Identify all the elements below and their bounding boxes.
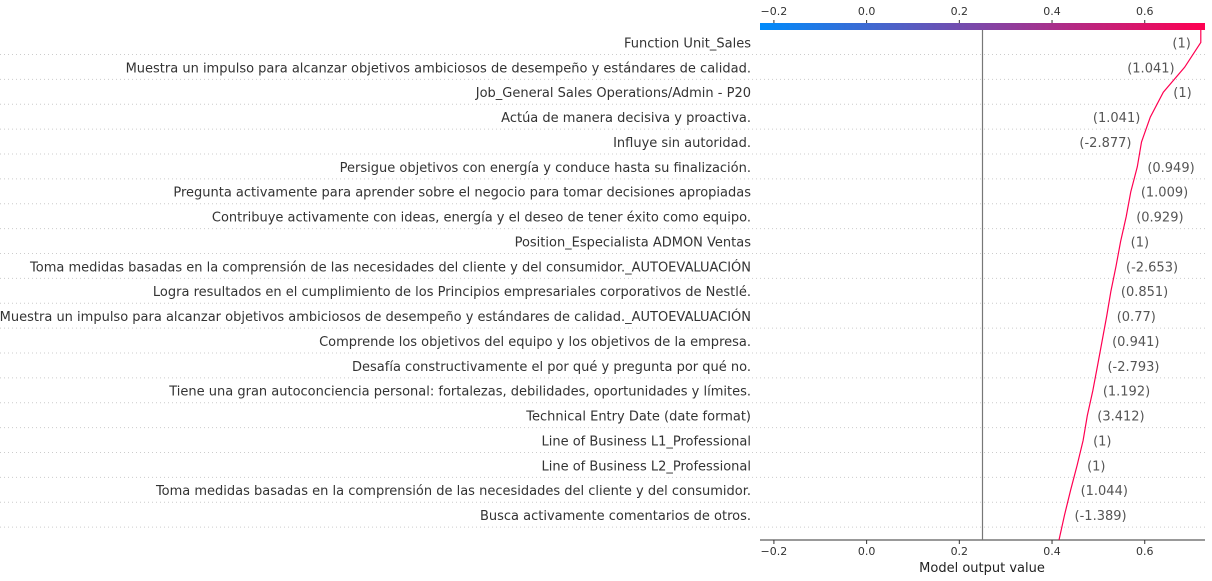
feature-label: Position_Especialista ADMON Ventas: [515, 235, 752, 250]
feature-label: Pregunta activamente para aprender sobre…: [173, 186, 751, 201]
feature-label: Desafía constructivamente el por qué y p…: [352, 360, 751, 375]
feature-label: Busca activamente comentarios de otros.: [480, 509, 751, 524]
feature-value-label: (1.041): [1127, 61, 1174, 76]
feature-label: Muestra un impulso para alcanzar objetiv…: [126, 61, 751, 76]
feature-labels: Function Unit_Sales Muestra un impulso pa…: [0, 36, 751, 524]
feature-label: Muestra un impulso para alcanzar objetiv…: [0, 309, 751, 325]
feature-label: Line of Business L2_Professional: [542, 459, 752, 474]
bottom-tick-label: 0.0: [858, 545, 876, 558]
top-tick-label: 0.6: [1136, 5, 1154, 18]
top-axis: −0.2 0.0 0.2 0.4 0.6: [761, 5, 1154, 23]
feature-value-label: (1.009): [1141, 186, 1188, 201]
feature-value-label: (-1.389): [1075, 509, 1127, 524]
feature-label: Job_General Sales Operations/Admin - P20: [475, 86, 751, 101]
colorbar: [760, 23, 1205, 30]
bottom-tick-label: 0.2: [951, 545, 969, 558]
feature-value-label: (-2.793): [1107, 360, 1159, 375]
top-tick-label: 0.4: [1043, 5, 1061, 18]
feature-value-label: (1): [1093, 434, 1111, 449]
feature-label: Logra resultados en el cumplimiento de l…: [153, 285, 751, 300]
feature-label: Actúa de manera decisiva y proactiva.: [501, 111, 751, 126]
feature-label: Influye sin autoridad.: [613, 136, 751, 151]
feature-value-label: (1.041): [1093, 111, 1140, 126]
feature-label: Contribuye activamente con ideas, energí…: [212, 211, 751, 226]
feature-value-label: (0.941): [1112, 335, 1159, 350]
bottom-tick-label: −0.2: [761, 545, 788, 558]
feature-label: Toma medidas basadas en la comprensión d…: [155, 484, 751, 499]
feature-value-label: (-2.877): [1079, 136, 1131, 151]
feature-value-label: (0.929): [1136, 211, 1183, 226]
feature-label: Tiene una gran autoconciencia personal: …: [168, 385, 751, 400]
feature-value-label: (1.044): [1081, 484, 1128, 499]
feature-value-label: (1.192): [1103, 385, 1150, 400]
feature-value-label: (1): [1087, 459, 1105, 474]
grid-lines: [0, 53, 1205, 528]
top-tick-label: 0.0: [858, 5, 876, 18]
feature-label: Technical Entry Date (date format): [525, 410, 751, 425]
feature-label: Toma medidas basadas en la comprensión d…: [29, 259, 751, 275]
feature-label: Persigue objetivos con energía y conduce…: [340, 161, 751, 176]
feature-value-label: (1): [1131, 235, 1149, 250]
feature-value-label: (3.412): [1097, 410, 1144, 425]
top-tick-label: −0.2: [761, 5, 788, 18]
top-tick-label: 0.2: [951, 5, 969, 18]
bottom-tick-label: 0.6: [1136, 545, 1154, 558]
feature-value-label: (1): [1172, 36, 1190, 51]
feature-label: Function Unit_Sales: [624, 36, 751, 51]
feature-label: Comprende los objetivos del equipo y los…: [319, 335, 751, 350]
feature-value-label: (-2.653): [1126, 260, 1178, 275]
feature-value-label: (1): [1173, 86, 1191, 101]
feature-value-label: (0.77): [1117, 310, 1156, 325]
bottom-tick-label: 0.4: [1043, 545, 1061, 558]
feature-value-label: (0.851): [1121, 285, 1168, 300]
bottom-axis: −0.2 0.0 0.2 0.4 0.6: [761, 540, 1154, 558]
decision-line: [1058, 30, 1202, 541]
feature-label: Line of Business L1_Professional: [542, 434, 752, 449]
x-axis-label: Model output value: [919, 561, 1045, 576]
feature-value-label: (0.949): [1147, 161, 1194, 176]
feature-value-labels: (1) (1.041) (1) (1.041) (-2.877) (0.949) (1.00…: [1075, 36, 1195, 524]
